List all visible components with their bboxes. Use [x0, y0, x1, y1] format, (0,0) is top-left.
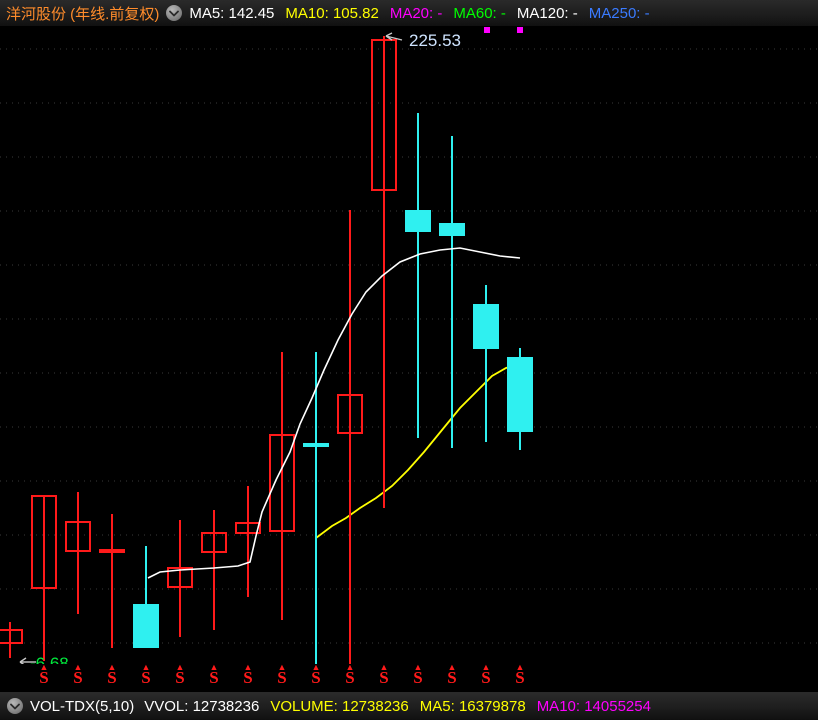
x-axis-marker[interactable]: ▲ S — [379, 664, 389, 687]
x-axis-marker-label: S — [243, 668, 253, 687]
x-axis-marker[interactable]: ▲ S — [481, 664, 491, 687]
volume-indicator-name[interactable]: VOL-TDX(5,10) — [30, 697, 135, 715]
up-arrow-icon: ▲ — [277, 664, 287, 672]
status-field-volume-label: VOLUME: — [270, 697, 338, 715]
up-arrow-icon: ▲ — [107, 664, 117, 672]
x-axis-marker[interactable]: ▲ S — [175, 664, 185, 687]
ma10-line — [315, 363, 521, 539]
indicator-ma10-label: MA10: — [285, 4, 329, 22]
chevron-down-icon[interactable] — [7, 698, 23, 714]
ma5-line — [147, 247, 521, 579]
status-field-ma10-value: 14055254 — [584, 697, 651, 715]
up-arrow-icon: ▲ — [141, 664, 151, 672]
indicator-ma5-value: 142.45 — [228, 4, 275, 22]
chevron-down-icon[interactable] — [166, 5, 183, 21]
indicator-ma120-label: MA120: — [516, 4, 569, 22]
x-axis-marker[interactable]: ▲ S — [413, 664, 423, 687]
indicator-ma20-value: - — [437, 4, 443, 22]
x-axis-marker[interactable]: ▲ S — [39, 664, 49, 687]
price-chart-plot[interactable]: 225.53 -6.68 — [0, 26, 818, 664]
x-axis-marker[interactable]: ▲ S — [447, 664, 457, 687]
ma20-marker-dots — [484, 27, 523, 33]
status-field-vvol-value: 12738236 — [192, 697, 260, 715]
up-arrow-icon: ▲ — [39, 664, 49, 672]
x-axis-marker-label: S — [73, 668, 83, 687]
annotation-pointers — [19, 32, 403, 664]
up-arrow-icon: ▲ — [175, 664, 185, 672]
indicator-ma20[interactable]: MA20: - — [390, 5, 443, 22]
status-field-volume-value: 12738236 — [342, 697, 409, 715]
x-axis-marker-label: S — [345, 668, 355, 687]
x-axis-marker-label: S — [175, 668, 185, 687]
status-field-ma5-value: 16379878 — [458, 697, 526, 715]
x-axis-marker[interactable]: ▲ S — [141, 664, 151, 687]
x-axis-marker-label: S — [277, 668, 287, 687]
indicator-ma60-value: - — [500, 4, 506, 22]
up-arrow-icon: ▲ — [515, 664, 525, 672]
indicator-ma120[interactable]: MA120: - — [517, 5, 578, 22]
status-field-ma5-label: MA5: — [419, 697, 455, 715]
x-axis-marker-label: S — [481, 668, 491, 687]
up-arrow-icon: ▲ — [311, 664, 321, 672]
x-axis-marker-label: S — [141, 668, 151, 687]
x-axis-marker[interactable]: ▲ S — [107, 664, 117, 687]
up-arrow-icon: ▲ — [413, 664, 423, 672]
indicator-ma5-label: MA5: — [189, 4, 225, 22]
x-axis-marker-label: S — [515, 668, 525, 687]
low-price-annotation: -6.68 — [30, 654, 69, 664]
x-axis-marker-label: S — [209, 668, 219, 687]
x-axis-marker[interactable]: ▲ S — [243, 664, 253, 687]
up-arrow-icon: ▲ — [379, 664, 389, 672]
candle-series — [0, 36, 533, 664]
status-field-ma10-label: MA10: — [536, 697, 581, 715]
chart-header-bar: 洋河股份 (年线.前复权) MA5: 142.45 MA10: 105.82 M… — [0, 0, 818, 27]
up-arrow-icon: ▲ — [345, 664, 355, 672]
indicator-ma250[interactable]: MA250: - — [589, 5, 650, 22]
x-axis-marker[interactable]: ▲ S — [311, 664, 321, 687]
x-axis-markers: ▲ S ▲ S ▲ S ▲ S ▲ S ▲ S ▲ S ▲ S ▲ S ▲ S ▲ S ▲ S ▲ S ▲ S ▲ S — [0, 664, 818, 692]
indicator-ma60[interactable]: MA60: - — [453, 5, 506, 22]
up-arrow-icon: ▲ — [447, 664, 457, 672]
x-axis-marker-label: S — [413, 668, 423, 687]
status-field-vvol: VVOL: 12738236 — [144, 698, 259, 715]
indicator-ma250-value: - — [644, 4, 650, 22]
x-axis-marker[interactable]: ▲ S — [277, 664, 287, 687]
x-axis-marker[interactable]: ▲ S — [73, 664, 83, 687]
up-arrow-icon: ▲ — [481, 664, 491, 672]
x-axis-marker[interactable]: ▲ S — [345, 664, 355, 687]
indicator-ma120-value: - — [572, 4, 578, 22]
up-arrow-icon: ▲ — [73, 664, 83, 672]
status-field-vvol-label: VVOL: — [144, 697, 189, 715]
x-axis-marker-label: S — [447, 668, 457, 687]
x-axis-marker[interactable]: ▲ S — [209, 664, 219, 687]
indicator-ma60-label: MA60: — [453, 4, 497, 22]
high-price-annotation: 225.53 — [409, 31, 461, 50]
x-axis-marker-label: S — [39, 668, 49, 687]
indicator-ma20-label: MA20: — [389, 4, 434, 22]
volume-indicator-bar: VOL-TDX(5,10) VVOL: 12738236 VOLUME: 127… — [0, 691, 818, 720]
indicator-ma250-label: MA250: — [588, 4, 641, 22]
status-field-volume: VOLUME: 12738236 — [270, 698, 408, 715]
grid-lines — [0, 48, 818, 644]
up-arrow-icon: ▲ — [209, 664, 219, 672]
indicator-ma10-value: 105.82 — [332, 4, 379, 22]
x-axis-marker[interactable]: ▲ S — [515, 664, 525, 687]
indicator-ma5[interactable]: MA5: 142.45 — [189, 5, 274, 22]
x-axis-marker-label: S — [379, 668, 389, 687]
status-field-ma10: MA10: 14055254 — [537, 698, 651, 715]
x-axis-marker-label: S — [311, 668, 321, 687]
status-field-ma5: MA5: 16379878 — [420, 698, 526, 715]
candlestick-svg — [0, 27, 818, 664]
indicator-ma10[interactable]: MA10: 105.82 — [285, 5, 378, 22]
x-axis-marker-label: S — [107, 668, 117, 687]
symbol-title: 洋河股份 (年线.前复权) — [6, 5, 160, 23]
up-arrow-icon: ▲ — [243, 664, 253, 672]
